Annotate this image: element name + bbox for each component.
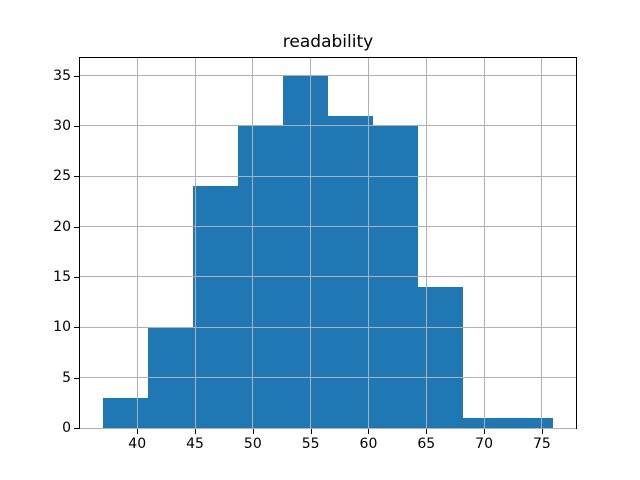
gridline-horizontal bbox=[80, 427, 576, 429]
y-tick-mark bbox=[74, 377, 79, 379]
y-tick-label: 25 bbox=[53, 168, 71, 185]
y-tick-mark bbox=[74, 75, 79, 77]
plot-area bbox=[79, 57, 577, 429]
x-tick-mark bbox=[137, 429, 139, 434]
x-tick-label: 55 bbox=[301, 436, 320, 452]
y-tick-label: 15 bbox=[53, 268, 71, 285]
y-tick-label: 30 bbox=[53, 117, 71, 134]
x-tick-label: 50 bbox=[243, 436, 262, 452]
gridline-horizontal bbox=[80, 226, 576, 228]
histogram-bar bbox=[418, 287, 464, 428]
y-tick-label: 20 bbox=[53, 218, 71, 235]
gridline-vertical bbox=[194, 58, 196, 428]
histogram-bar bbox=[463, 417, 509, 428]
y-tick-label: 0 bbox=[62, 420, 71, 436]
x-tick-label: 75 bbox=[532, 436, 551, 452]
x-tick-label: 65 bbox=[417, 436, 436, 452]
gridline-horizontal bbox=[80, 276, 576, 278]
gridline-vertical bbox=[136, 58, 138, 428]
gridline-vertical bbox=[367, 58, 369, 428]
gridline-horizontal bbox=[80, 326, 576, 328]
gridline-vertical bbox=[541, 58, 543, 428]
y-tick-label: 35 bbox=[53, 67, 71, 84]
x-tick-label: 70 bbox=[475, 436, 493, 452]
x-tick-label: 40 bbox=[128, 436, 147, 452]
y-tick-label: 5 bbox=[62, 369, 71, 386]
histogram-bar bbox=[282, 75, 328, 428]
gridline-horizontal bbox=[80, 175, 576, 177]
x-tick-label: 60 bbox=[359, 436, 378, 452]
chart-title: readability bbox=[282, 32, 374, 52]
y-tick-mark bbox=[74, 176, 79, 178]
x-tick-mark bbox=[426, 429, 428, 434]
histogram-bar bbox=[328, 115, 374, 428]
gridline-horizontal bbox=[80, 75, 576, 77]
grid-layer bbox=[80, 58, 576, 429]
y-tick-label: 10 bbox=[53, 319, 71, 336]
histogram-bar bbox=[508, 417, 554, 428]
x-tick-mark bbox=[541, 429, 543, 434]
gridline-horizontal bbox=[80, 125, 576, 127]
gridline-vertical bbox=[310, 58, 312, 428]
x-tick-mark bbox=[484, 429, 486, 434]
y-tick-mark bbox=[74, 125, 79, 127]
y-tick-mark bbox=[74, 327, 79, 329]
x-tick-mark bbox=[195, 429, 197, 434]
histogram-bar bbox=[102, 397, 148, 428]
x-tick-mark bbox=[368, 429, 370, 434]
y-tick-mark bbox=[74, 276, 79, 278]
y-tick-mark bbox=[74, 226, 79, 228]
x-tick-mark bbox=[252, 429, 254, 434]
gridline-vertical bbox=[483, 58, 485, 428]
x-tick-label: 45 bbox=[186, 436, 204, 452]
y-tick-mark bbox=[74, 428, 79, 429]
gridline-vertical bbox=[425, 58, 427, 428]
x-tick-mark bbox=[310, 429, 312, 434]
gridline-vertical bbox=[252, 58, 254, 428]
gridline-horizontal bbox=[80, 377, 576, 379]
